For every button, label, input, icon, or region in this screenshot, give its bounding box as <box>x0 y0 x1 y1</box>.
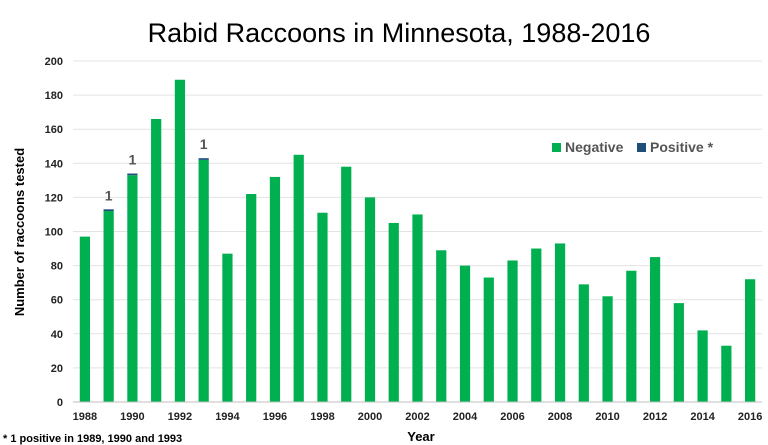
bar-negative-2011 <box>626 270 637 402</box>
bar-negative-1988 <box>79 236 90 402</box>
x-tick-labels: 1988 1990 1992 1994 1996 1998 2000 2002 2004 2006… <box>73 411 763 423</box>
bar-negative-2009 <box>578 284 589 402</box>
legend-label-negative: Negative <box>565 139 624 155</box>
y-tick-label: 200 <box>45 56 63 68</box>
x-tick-label: 1996 <box>263 411 287 423</box>
legend-swatch-positive <box>637 143 646 152</box>
y-tick-label: 20 <box>51 363 63 375</box>
y-axis-label: Number of raccoons tested <box>12 148 27 316</box>
bar-negative-2007 <box>531 248 542 402</box>
y-tick-labels: 0 20 40 60 80 100 120 140 160 180 200 <box>45 56 63 409</box>
bar-negative-1999 <box>341 166 352 402</box>
y-tick-label: 100 <box>45 227 63 239</box>
x-tick-label: 2006 <box>500 411 524 423</box>
y-tick-label: 160 <box>45 124 63 136</box>
bar-negative-2002 <box>412 214 423 402</box>
y-tick-label: 60 <box>51 295 63 307</box>
bar-negative-2003 <box>436 250 447 402</box>
bar-negative-2004 <box>459 265 471 402</box>
y-tick-label: 140 <box>45 158 63 170</box>
y-tick-label: 0 <box>57 397 63 409</box>
bars <box>79 79 756 402</box>
x-tick-label: 1988 <box>73 411 97 423</box>
bar-positive-1990 <box>127 173 138 176</box>
bar-negative-1993 <box>198 159 209 402</box>
y-tick-label: 80 <box>51 261 63 273</box>
bar-negative-2005 <box>483 277 494 402</box>
data-label-1989: 1 <box>105 187 113 203</box>
x-axis-label: Year <box>407 429 434 444</box>
chart-title: Rabid Raccoons in Minnesota, 1988-2016 <box>148 18 651 48</box>
bar-negative-1994 <box>222 253 233 402</box>
x-tick-label: 2014 <box>690 411 715 423</box>
bar-negative-1991 <box>151 118 162 402</box>
bar-negative-2001 <box>388 222 399 402</box>
bar-negative-2015 <box>721 345 732 402</box>
bar-negative-2013 <box>673 303 684 402</box>
data-label-1990: 1 <box>128 152 136 168</box>
bar-negative-1997 <box>293 154 304 402</box>
bar-negative-2006 <box>507 260 518 402</box>
x-tick-label: 1994 <box>215 411 240 423</box>
x-tick-label: 1998 <box>310 411 334 423</box>
footnote: * 1 positive in 1989, 1990 and 1993 <box>3 433 182 445</box>
bar-negative-1990 <box>127 175 138 402</box>
x-tick-label: 2010 <box>595 411 619 423</box>
bar-negative-2016 <box>745 279 756 402</box>
x-tick-label: 2002 <box>405 411 429 423</box>
bar-negative-1989 <box>103 211 114 402</box>
legend-swatch-negative <box>552 143 561 152</box>
bar-negative-2014 <box>697 330 708 402</box>
bar-negative-2010 <box>602 296 613 402</box>
bar-positive-1989 <box>103 209 114 212</box>
x-tick-label: 2000 <box>358 411 382 423</box>
bar-negative-1992 <box>174 79 186 402</box>
x-tick-label: 1992 <box>168 411 192 423</box>
legend-label-positive: Positive * <box>650 139 714 155</box>
x-tick-label: 2016 <box>738 411 762 423</box>
legend: Negative Positive * <box>552 139 714 155</box>
x-tick-label: 1990 <box>120 411 144 423</box>
bar-negative-2008 <box>554 243 566 402</box>
data-label-1993: 1 <box>200 136 208 152</box>
bar-negative-1996 <box>269 176 281 402</box>
x-tick-label: 2012 <box>643 411 667 423</box>
y-tick-label: 180 <box>45 90 63 102</box>
x-tick-label: 2004 <box>453 411 478 423</box>
x-tick-label: 2008 <box>548 411 572 423</box>
bar-negative-1998 <box>317 212 328 402</box>
y-tick-label: 120 <box>45 192 63 204</box>
bar-negative-2012 <box>649 257 661 402</box>
data-labels: 1 1 1 <box>105 136 208 203</box>
bar-negative-2000 <box>364 197 376 402</box>
bar-negative-1995 <box>246 193 257 402</box>
y-tick-label: 40 <box>51 329 63 341</box>
bar-positive-1993 <box>198 158 209 160</box>
